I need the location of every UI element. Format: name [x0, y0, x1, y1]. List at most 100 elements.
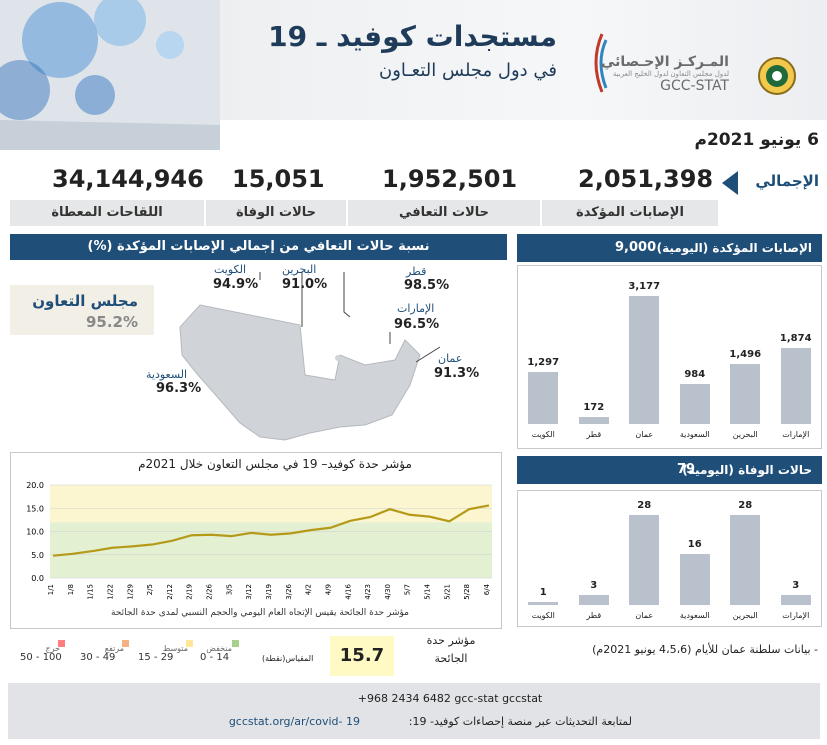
severity-scale-label: المقياس(نقطة): [262, 654, 314, 663]
map-oman-name: عمان: [438, 352, 463, 365]
chart1-category-label: الكويت: [531, 430, 555, 439]
chart2-bar: [629, 515, 660, 605]
map-kuwait-value: 94.9%: [213, 277, 259, 292]
map-kuwait-name: الكويت: [214, 263, 247, 276]
legend-low-range: 0 - 14: [200, 652, 230, 663]
chart1-category-label: عمان: [635, 430, 654, 439]
x-tick-label: 2/19: [186, 584, 194, 600]
page-subtitle: في دول مجلس التعـاون: [379, 60, 557, 81]
x-tick-label: 3/5: [225, 584, 233, 595]
chart1-bar: [578, 417, 609, 424]
severity-line-chart: 0.0 5.0 10.0 15.0 20.0 1/1 1/8 1/15 1/22 1/29 2/5 2…: [26, 481, 492, 600]
total-deaths-label: حالات الوفاة: [206, 200, 346, 226]
legend-medium-name: متوسط: [162, 644, 188, 653]
severity-chart-title: مؤشر حدة كوفيد– 19 في مجلس التعاون خلال …: [138, 457, 412, 471]
x-tick-label: 6/4: [483, 583, 491, 595]
x-tick-label: 1/22: [106, 584, 114, 600]
legend-low-swatch: [232, 640, 239, 647]
x-tick-label: 5/7: [404, 584, 412, 595]
chart1-bar: [780, 348, 811, 424]
chart2-category-label: عمان: [635, 611, 654, 620]
chart2-category-label: البحرين: [732, 611, 758, 620]
chart2-bar-value: 1: [539, 586, 547, 598]
daily-confirmed-total: 9,000: [615, 240, 657, 255]
org-subtitle: لدول مجلس التعاون لدول الخليج العربية: [612, 70, 729, 78]
legend-critical: حرج: [20, 636, 60, 655]
chart1-bar-value: 3,177: [628, 281, 661, 292]
daily-confirmed-title: الإصابات المؤكدة (اليومية): [656, 241, 812, 255]
chart2-category-label: الإمارات: [782, 611, 810, 620]
virus-illustration: [0, 0, 220, 150]
recovery-map-title: نسبة حالات التعافي من إجمالي الإصابات ال…: [10, 234, 507, 260]
legend-high-name: مرتفع: [104, 644, 124, 653]
chart2-bar-value: 3: [792, 580, 800, 592]
chart1-bar-value: 1,874: [779, 333, 812, 345]
x-tick-label: 4/16: [344, 583, 352, 599]
chart2-category-label: السعودية: [679, 611, 710, 620]
legend-critical-range: 50 - 100: [20, 652, 62, 663]
x-tick-label: 1/29: [126, 584, 134, 600]
total-recovered-label: حالات التعافي: [348, 200, 540, 226]
chart2-bar: [578, 595, 609, 605]
severity-band: [50, 522, 492, 578]
daily-confirmed-chart: 1,297 الكويت 172 قطر 3,177 عمان 984 السعودية 1,4…: [517, 265, 822, 449]
total-vaccines-value: 34,144,946: [52, 165, 204, 193]
oman-data-note: - بيانات سلطنة عمان للأيام (4،5،6 يونيو …: [592, 643, 818, 656]
map-bahrain-value: 91.0%: [282, 277, 328, 292]
chart1-bar: [629, 296, 660, 424]
severity-series-line: [52, 504, 490, 557]
totals-label: الإجمالي: [755, 172, 819, 190]
legend-critical-name: حرج: [45, 644, 60, 653]
map-uae-name: الإمارات: [397, 302, 435, 315]
x-tick-label: 1/8: [67, 584, 75, 595]
legend-high-range: 30 - 49: [80, 652, 116, 663]
triangle-pointer-icon: [722, 171, 738, 195]
org-name-english: GCC-STAT: [660, 78, 729, 94]
x-tick-label: 4/2: [305, 584, 313, 595]
page-title: مستجدات كوفيد ـ 19: [268, 20, 557, 53]
map-bahrain-name: البحرين: [282, 263, 317, 276]
map-leader-lines: [259, 272, 441, 363]
chart1-bar: [679, 384, 710, 424]
daily-deaths-header: حالات الوفاة (اليومية) 79: [517, 456, 822, 484]
x-tick-label: 4/23: [364, 584, 372, 600]
total-confirmed-value: 2,051,398: [578, 165, 714, 193]
x-tick-label: 2/26: [206, 583, 214, 599]
chart1-bar-value: 984: [684, 369, 706, 381]
total-recovered-value: 1,952,501: [382, 165, 518, 193]
total-confirmed-label: الإصابات المؤكدة: [542, 200, 718, 226]
y-tick-label: 15.0: [26, 504, 44, 513]
legend-high-swatch: [122, 640, 129, 647]
x-tick-label: 2/5: [146, 584, 154, 595]
chart2-bar: [679, 553, 710, 605]
gcc-emblem-logo: [758, 57, 796, 95]
x-tick-label: 4/9: [324, 584, 332, 595]
gcc-recovery-box: [10, 285, 154, 335]
gcc-stat-logo-mark: [594, 33, 608, 93]
x-tick-label: 5/28: [463, 584, 471, 600]
footer-url-link[interactable]: gccstat.org/ar/covid- 19: [228, 715, 360, 728]
footer-contacts: +968 2434 6482 gcc-stat gccstat: [357, 692, 543, 705]
report-date: 6 يونيو 2021م: [694, 130, 820, 150]
x-tick-label: 4/30: [384, 584, 392, 600]
x-tick-label: 5/14: [424, 583, 432, 599]
daily-deaths-chart: 1 الكويت 3 قطر 28 عمان 16 السعودية 28 البحرين 3 الإ…: [517, 490, 822, 627]
chart1-bar-value: 1,496: [729, 348, 762, 360]
legend-critical-swatch: [58, 640, 65, 647]
x-tick-label: 3/12: [245, 584, 253, 600]
total-vaccines-label: اللقاحات المعطاة: [10, 200, 204, 226]
chart1-bar: [528, 371, 559, 424]
daily-deaths-total: 79: [677, 462, 696, 477]
footer-label: لمتابعة التحديثات عبر منصة إحصاءات كوفيد…: [408, 715, 632, 728]
total-deaths-value: 15,051: [232, 165, 325, 193]
chart1-bar-value: 172: [583, 402, 605, 414]
daily-confirmed-header: الإصابات المؤكدة (اليومية) 9,000: [517, 234, 822, 262]
map-qatar-name: قطر: [406, 265, 427, 278]
chart2-category-label: الكويت: [531, 611, 555, 620]
chart1-bar-value: 1,297: [527, 356, 560, 368]
legend-high: مرتفع: [84, 636, 124, 655]
severity-chart-note: مؤشر حدة الجائحة يقيس الإتجاه العام اليو…: [111, 608, 409, 618]
x-tick-label: 2/12: [166, 584, 174, 600]
x-tick-label: 3/26: [285, 583, 293, 599]
map-saudi-name: السعودية: [146, 368, 188, 381]
